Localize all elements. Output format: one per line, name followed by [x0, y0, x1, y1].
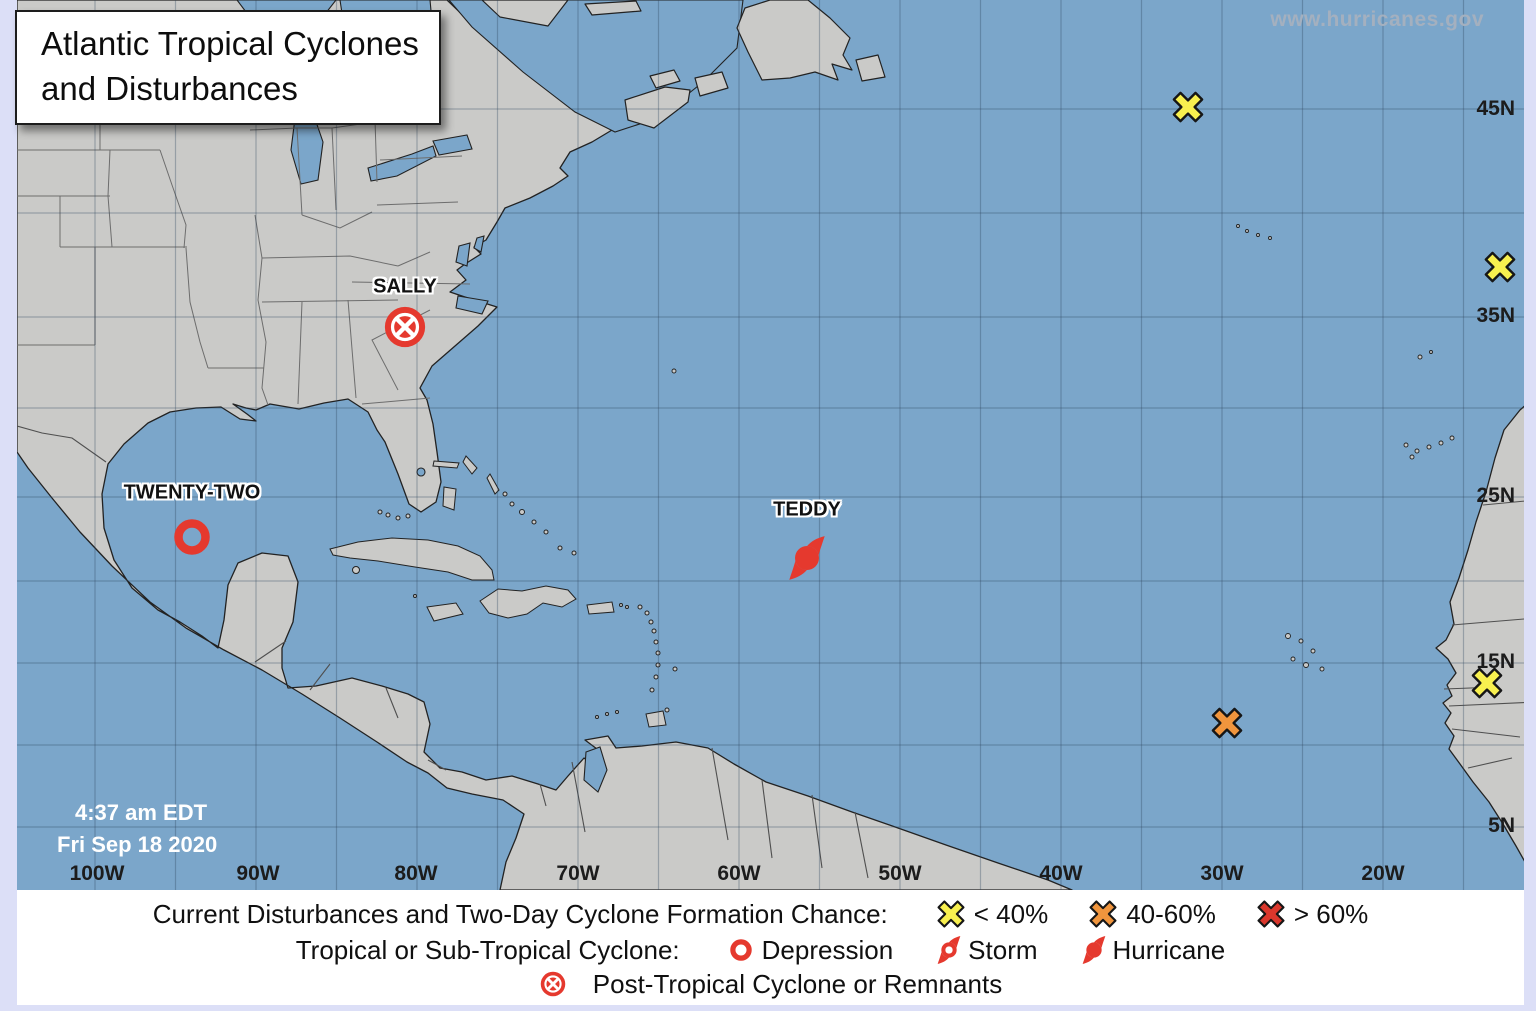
storm-marker-teddy[interactable]: [782, 533, 832, 588]
yellow-x-icon: [1172, 91, 1204, 123]
legend-item-storm: Storm: [933, 934, 1038, 966]
legend-depression-label: Depression: [761, 934, 894, 965]
depression-icon: [729, 939, 752, 961]
legend-cyclone-label: Tropical or Sub-Tropical Cyclone:: [295, 934, 680, 965]
lon-label-80w: 80W: [394, 862, 438, 885]
legend-item-depression: Depression: [728, 934, 894, 966]
lat-label-35n: 35N: [1476, 304, 1515, 327]
depression-icon: [174, 519, 210, 555]
legend-storm-label: Storm: [968, 934, 1038, 965]
lon-label-20w: 20W: [1361, 862, 1405, 885]
atlantic-outlook-map: 100W 90W 80W 70W 60W 50W 40W 30W 20W 45N…: [17, 0, 1524, 890]
legend-row-cyclones: Tropical or Sub-Tropical Cyclone: Depres…: [17, 932, 1524, 968]
lon-label-60w: 60W: [717, 862, 761, 885]
yellow-x-icon: [1484, 251, 1516, 283]
disturbance-marker-low-1[interactable]: [1171, 90, 1205, 129]
lon-label-40w: 40W: [1039, 862, 1083, 885]
hurricanes-gov-watermark: www.hurricanes.gov: [1270, 8, 1484, 31]
map-title-line2: and Disturbances: [41, 69, 298, 107]
map-title: Atlantic Tropical Cyclones and Disturban…: [15, 10, 441, 126]
disturbance-marker-low-3[interactable]: [1470, 666, 1504, 705]
legend-medium-chance-label: 40-60%: [1126, 898, 1216, 929]
legend-low-chance-label: < 40%: [973, 898, 1049, 929]
lat-label-15n: 15N: [1476, 650, 1515, 673]
storm-marker-sally[interactable]: [382, 304, 428, 355]
storm-marker-twenty-two[interactable]: [172, 517, 212, 562]
legend-item-hurricane: Hurricane: [1078, 934, 1226, 966]
lat-label-45n: 45N: [1476, 97, 1515, 120]
legend-hurricane-label: Hurricane: [1112, 934, 1226, 965]
hurricane-icon: [789, 536, 825, 580]
map-title-line1: Atlantic Tropical Cyclones: [41, 25, 419, 62]
hurricane-icon: [1082, 936, 1105, 964]
land-africa: [1435, 405, 1524, 862]
lon-label-30w: 30W: [1200, 862, 1244, 885]
country-borders: [17, 425, 1524, 879]
disturbance-marker-low-2[interactable]: [1483, 250, 1517, 289]
legend-high-chance-label: > 60%: [1293, 898, 1369, 929]
post-tropical-icon: [540, 971, 566, 997]
land-americas: [17, 0, 1073, 890]
basemap-svg: [17, 0, 1524, 890]
legend: Current Disturbances and Two-Day Cyclone…: [17, 890, 1524, 1005]
timestamp: 4:37 am EDT Fri Sep 18 2020: [57, 797, 217, 861]
post-tropical-icon: [384, 306, 426, 348]
lon-label-70w: 70W: [556, 862, 600, 885]
yellow-x-icon: [937, 900, 965, 928]
lon-label-100w: 100W: [69, 862, 125, 885]
lat-label-5n: 5N: [1488, 814, 1515, 837]
timestamp-date: Fri Sep 18 2020: [57, 831, 218, 857]
disturbance-marker-medium-1[interactable]: [1210, 706, 1244, 745]
storm-label-twenty-two: TWENTY-TWO: [123, 481, 261, 504]
legend-item-medium-chance: 40-60%: [1088, 899, 1216, 930]
orange-x-icon: [1211, 707, 1243, 739]
yellow-x-icon: [1471, 667, 1503, 699]
red-x-icon: [1257, 900, 1285, 928]
legend-item-high-chance: > 60%: [1256, 899, 1368, 930]
legend-item-low-chance: < 40%: [936, 899, 1048, 930]
land-caribbean: [329, 455, 678, 728]
orange-x-icon: [1089, 900, 1117, 928]
land-atlantic-islands: [671, 224, 1455, 672]
legend-item-post-tropical: Post-Tropical Cyclone or Remnants: [539, 969, 1002, 1000]
legend-disturbance-label: Current Disturbances and Two-Day Cyclone…: [152, 898, 888, 929]
legend-row-post-tropical: Post-Tropical Cyclone or Remnants: [17, 966, 1524, 1002]
lat-label-25n: 25N: [1476, 484, 1515, 507]
graticule: [17, 0, 1524, 890]
legend-row-disturbances: Current Disturbances and Two-Day Cyclone…: [17, 896, 1524, 932]
storm-label-sally: SALLY: [373, 275, 437, 298]
lon-label-90w: 90W: [236, 862, 280, 885]
storm-label-teddy: TEDDY: [773, 498, 841, 521]
legend-post-tropical-label: Post-Tropical Cyclone or Remnants: [592, 968, 1003, 999]
lon-label-50w: 50W: [878, 862, 922, 885]
timestamp-time: 4:37 am EDT: [75, 800, 208, 825]
storm-icon: [937, 936, 961, 964]
land-maritime-islands: [481, 0, 886, 129]
